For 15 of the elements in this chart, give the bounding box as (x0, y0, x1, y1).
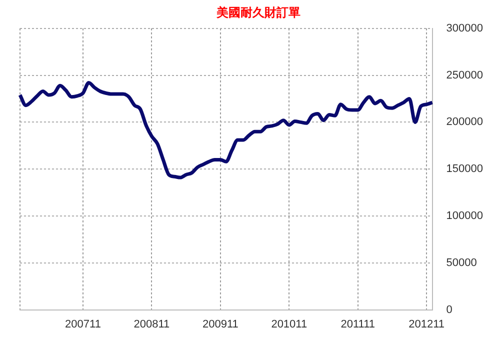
y-tick-label: 300000 (446, 22, 484, 34)
x-tick-label: 200711 (65, 318, 101, 330)
y-tick-label: 250000 (446, 69, 484, 82)
y-tick-label: 100000 (446, 210, 484, 222)
y-tick-label: 200000 (446, 116, 484, 128)
x-tick-label: 200811 (134, 318, 170, 330)
y-tick-label: 150000 (446, 163, 484, 176)
y-tick-label: 0 (446, 304, 452, 316)
x-tick-label: 201211 (408, 318, 445, 330)
chart-title: 美國耐久財訂單 (216, 5, 300, 20)
x-tick-label: 200911 (202, 318, 238, 330)
line-series (18, 81, 434, 180)
x-tick-label: 201111 (340, 318, 375, 330)
x-tick-label: 201011 (271, 318, 308, 330)
y-tick-label: 50000 (446, 256, 477, 269)
